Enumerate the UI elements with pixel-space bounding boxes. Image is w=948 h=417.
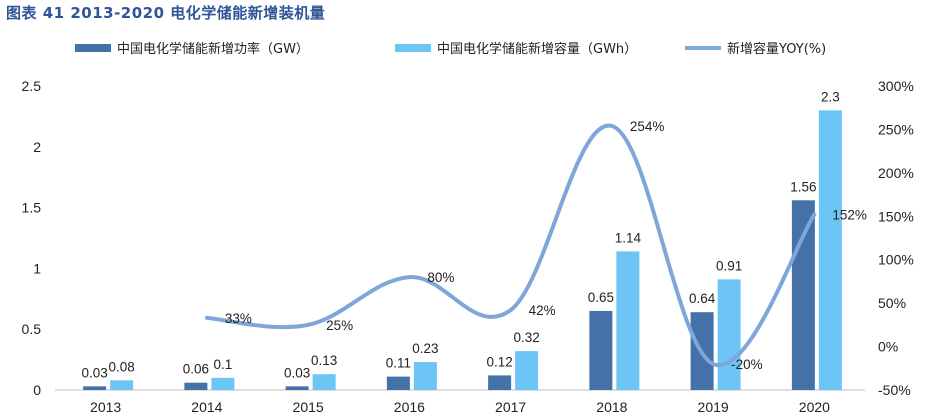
bar-data-label: 2.3 (821, 89, 840, 104)
bar-data-label: 0.64 (689, 291, 716, 306)
legend-label: 新增容量YOY(%) (727, 41, 826, 57)
line-data-label: 80% (427, 270, 454, 285)
bar-data-label: 0.13 (311, 353, 337, 368)
y-left-tick-label: 2 (33, 139, 41, 155)
bar-capacity (818, 110, 842, 390)
bar-power (386, 376, 410, 390)
x-tick-label: 2013 (90, 399, 121, 415)
bar-power (285, 386, 309, 390)
bar-power (184, 382, 208, 390)
y-right-tick-label: 250% (878, 121, 914, 137)
line-data-label: 152% (832, 208, 867, 223)
line-data-label: 254% (630, 119, 665, 134)
chart-title: 图表 41 2013-2020 电化学储能新增装机量 (6, 4, 326, 22)
x-tick-label: 2015 (293, 399, 324, 415)
bar-capacity (312, 374, 336, 390)
bar-data-label: 0.1 (213, 357, 232, 372)
bar-power (488, 375, 512, 390)
x-tick-label: 2019 (698, 399, 729, 415)
legend-label: 中国电化学储能新增容量（GWh） (437, 41, 637, 57)
x-tick-label: 2018 (596, 399, 627, 415)
x-tick-label: 2016 (394, 399, 425, 415)
y-right-tick-label: 200% (878, 165, 914, 181)
y-left-tick-label: 1.5 (22, 200, 42, 216)
yoy-line (204, 123, 817, 368)
bar-data-label: 0.91 (716, 258, 742, 273)
y-left-tick-label: 0 (33, 382, 41, 398)
bar-data-label: 1.14 (615, 230, 642, 245)
y-left-tick-label: 1 (33, 260, 41, 276)
x-tick-label: 2020 (799, 399, 830, 415)
bar-capacity (515, 351, 539, 390)
y-right-tick-label: 150% (878, 208, 914, 224)
bar-data-label: 1.56 (790, 179, 816, 194)
bar-data-label: 0.12 (486, 354, 512, 369)
bar-capacity (211, 377, 235, 390)
bar-data-label: 0.06 (183, 362, 209, 377)
line-data-label: 33% (225, 311, 252, 326)
bar-capacity (616, 251, 640, 390)
bar-power (791, 200, 815, 390)
bar-data-label: 0.65 (588, 290, 614, 305)
y-right-tick-label: 300% (878, 78, 914, 94)
y-right-tick-label: 50% (878, 295, 906, 311)
legend-swatch (395, 44, 431, 52)
line-data-label: 25% (326, 318, 353, 333)
bar-data-label: 0.11 (386, 356, 411, 371)
bar-power (83, 386, 107, 390)
bar-data-label: 0.03 (81, 365, 107, 380)
y-left-tick-label: 2.5 (22, 78, 42, 94)
legend-label: 中国电化学储能新增功率（GW） (117, 41, 309, 57)
legend-swatch (75, 44, 111, 52)
bar-data-label: 0.03 (284, 365, 310, 380)
bar-data-label: 0.32 (513, 330, 539, 345)
y-right-tick-label: 100% (878, 252, 914, 268)
bar-data-label: 0.08 (108, 359, 134, 374)
y-right-tick-label: 0% (878, 339, 898, 355)
y-left-tick-label: 0.5 (22, 321, 42, 337)
bar-capacity (110, 380, 134, 390)
x-tick-label: 2017 (495, 399, 526, 415)
bar-capacity (413, 362, 437, 390)
y-right-tick-label: -50% (878, 382, 911, 398)
line-data-label: 42% (529, 303, 556, 318)
bar-power (589, 310, 613, 390)
bar-data-label: 0.23 (412, 341, 438, 356)
bar-capacity (717, 279, 741, 390)
line-data-label: -20% (731, 357, 763, 372)
x-tick-label: 2014 (191, 399, 222, 415)
